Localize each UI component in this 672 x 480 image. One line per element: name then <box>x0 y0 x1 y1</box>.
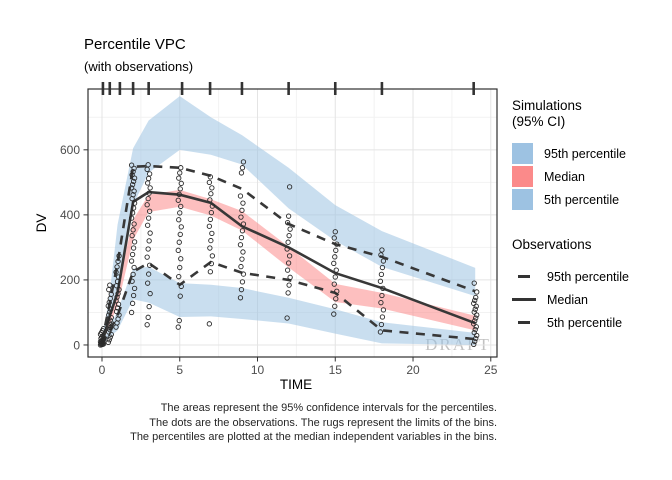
axes: 0 5 10 15 20 25 0 200 400 600 <box>60 143 498 377</box>
legend-sim-title: Simulations (95% CI) <box>512 98 582 129</box>
obs-5th-line <box>100 260 476 345</box>
observation-points <box>97 159 480 348</box>
sim-95th-swatch <box>512 143 533 164</box>
svg-text:600: 600 <box>60 143 80 157</box>
y-axis-title: DV <box>34 214 49 233</box>
sim-5th-swatch <box>512 189 533 210</box>
svg-text:0: 0 <box>73 338 80 352</box>
caption: The areas represent the 95% confidence i… <box>27 401 497 445</box>
x-axis-title: TIME <box>280 377 312 392</box>
dashed-line-key-icon <box>512 275 536 278</box>
sim-median-band <box>101 189 476 344</box>
caption-line-3: The percentiles are plotted at the media… <box>130 431 497 443</box>
legend-item-sim-95th: 95th percentile <box>512 142 667 165</box>
legend: Simulations (95% CI) 95th percentile Med… <box>512 98 667 334</box>
svg-text:20: 20 <box>406 363 420 377</box>
legend-item-sim-5th: 5th percentile <box>512 188 667 211</box>
sim-5th-band <box>101 266 476 345</box>
svg-text:15: 15 <box>329 363 343 377</box>
legend-obs-title: Observations <box>512 237 592 252</box>
svg-text:400: 400 <box>60 208 80 222</box>
plot-subtitle: (with observations) <box>84 59 194 74</box>
dashed-line-key-icon <box>512 321 536 324</box>
sim-median-swatch <box>512 166 533 187</box>
svg-text:0: 0 <box>99 363 106 377</box>
panel-border <box>87 88 498 358</box>
legend-sim-items: 95th percentile Median 5th percentile <box>512 142 667 211</box>
legend-item-obs-median: Median <box>512 288 667 311</box>
obs-median-line <box>100 190 476 344</box>
sim-ci-bands <box>101 96 476 345</box>
legend-sim-group: Simulations (95% CI) 95th percentile Med… <box>512 98 667 211</box>
svg-text:200: 200 <box>60 273 80 287</box>
caption-line-2: The dots are the observations. The rugs … <box>149 416 497 429</box>
legend-item-sim-median: Median <box>512 165 667 188</box>
legend-item-obs-5th: 5th percentile <box>512 311 667 334</box>
legend-obs-group: Observations 95th percentile Median 5th … <box>512 237 667 334</box>
caption-line-1: The areas represent the 95% confidence i… <box>160 402 497 414</box>
svg-text:5: 5 <box>176 363 183 377</box>
plot-title: Percentile VPC <box>84 36 186 53</box>
legend-obs-items: 95th percentile Median 5th percentile <box>512 265 667 334</box>
solid-line-key-icon <box>512 298 536 301</box>
svg-text:25: 25 <box>484 363 498 377</box>
legend-item-obs-95th: 95th percentile <box>512 265 667 288</box>
svg-text:10: 10 <box>251 363 265 377</box>
